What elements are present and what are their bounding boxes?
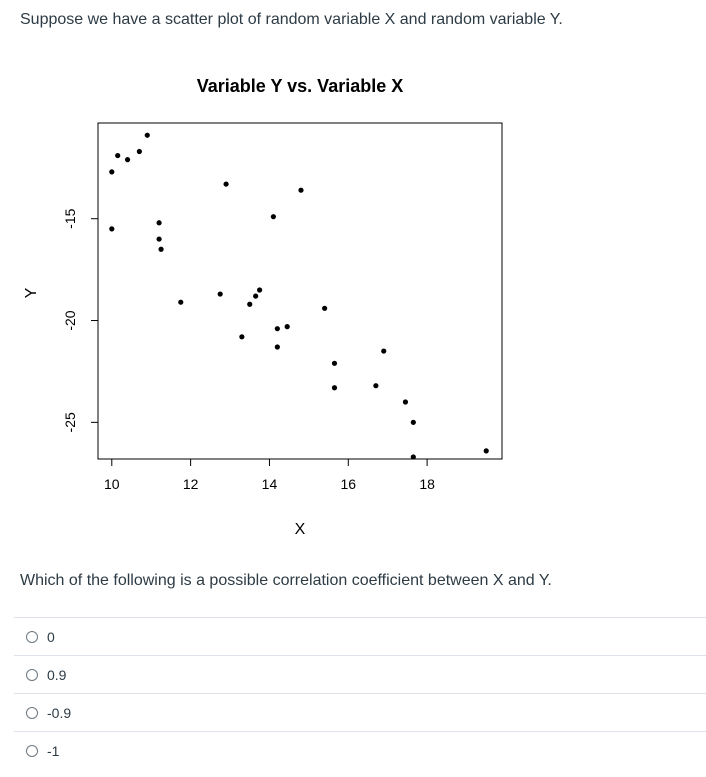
y-tick-label: -20 [62,310,78,330]
radio-button[interactable] [26,744,38,757]
data-point [144,132,150,138]
data-point [156,236,162,242]
prompt-text: Which of the following is a possible cor… [20,572,552,589]
radio-button[interactable] [26,706,38,719]
answer-label: -0.9 [47,704,72,721]
data-point [410,419,416,425]
x-tick-label: 16 [340,476,356,492]
plot-frame [97,122,503,460]
data-point [253,293,259,299]
data-point [247,301,253,307]
y-tick-label: -15 [62,208,78,228]
data-point [124,157,131,163]
data-point [274,344,280,350]
answer-option[interactable]: -0.9 [14,693,706,731]
data-point [298,187,304,193]
data-point [284,324,290,330]
chart-title: Variable Y vs. Variable X [197,76,403,96]
data-point [156,220,162,226]
data-point [483,448,489,454]
data-point [402,399,409,405]
data-point [239,334,245,340]
data-point [410,454,416,460]
data-points [109,132,489,460]
data-point [158,246,164,252]
data-point [115,152,121,159]
data-point [109,169,115,175]
scatter-chart: Variable Y vs. Variable X 10 12 14 16 18 -15… [23,76,503,538]
x-tick-label: 18 [419,476,435,492]
x-axis-label: X [295,521,306,538]
data-point [257,287,263,293]
answer-option[interactable]: 0 [14,617,706,655]
data-point [270,214,276,220]
answer-option[interactable]: 0.9 [14,655,706,693]
y-axis: -15 -20 -25 [62,208,99,432]
answer-option[interactable]: -1 [14,731,706,769]
data-point [109,226,115,232]
data-point [373,383,379,389]
x-tick-label: 12 [183,476,199,492]
data-point [274,326,280,332]
question-text: Suppose we have a scatter plot of random… [20,11,563,28]
data-point [331,360,338,366]
x-tick-label: 10 [104,476,120,492]
data-point [322,305,328,311]
data-point [136,148,142,155]
answer-label: -1 [47,742,60,759]
y-axis-label: Y [23,287,40,298]
answer-label: 0.9 [47,666,67,683]
radio-button[interactable] [26,668,38,681]
x-tick-label: 14 [262,476,278,492]
radio-button[interactable] [26,630,38,643]
data-point [178,299,184,305]
data-point [217,291,223,297]
y-tick-label: -25 [62,412,78,432]
data-point [381,348,387,354]
data-point [223,181,229,187]
answer-list: 0 0.9 -0.9 -1 [14,617,706,769]
x-axis: 10 12 14 16 18 [104,458,435,492]
data-point [331,385,338,391]
answer-label: 0 [47,628,55,645]
